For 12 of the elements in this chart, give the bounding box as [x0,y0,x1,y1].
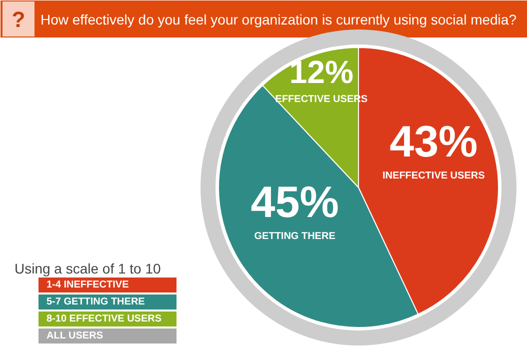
data-label: 43% [390,118,478,167]
data-label: 45% [250,178,339,227]
text: 1-4 INEFFECTIVE [46,280,130,290]
data-label: 12% [289,54,354,90]
text: 8-10 EFFECTIVE USERS [46,314,162,324]
slice-label: INEFFECTIVE USERS [382,170,486,182]
text: 5-7 GETTING THERE [46,296,146,308]
text: ? [12,7,26,32]
text: ALL USERS [46,330,104,342]
legend-title: Using a scale of 1 to 10 [14,260,162,276]
slice-label: GETTING THERE [254,230,336,242]
chart-title: How effectively do you feel your organization is currently using social media? [40,12,517,28]
